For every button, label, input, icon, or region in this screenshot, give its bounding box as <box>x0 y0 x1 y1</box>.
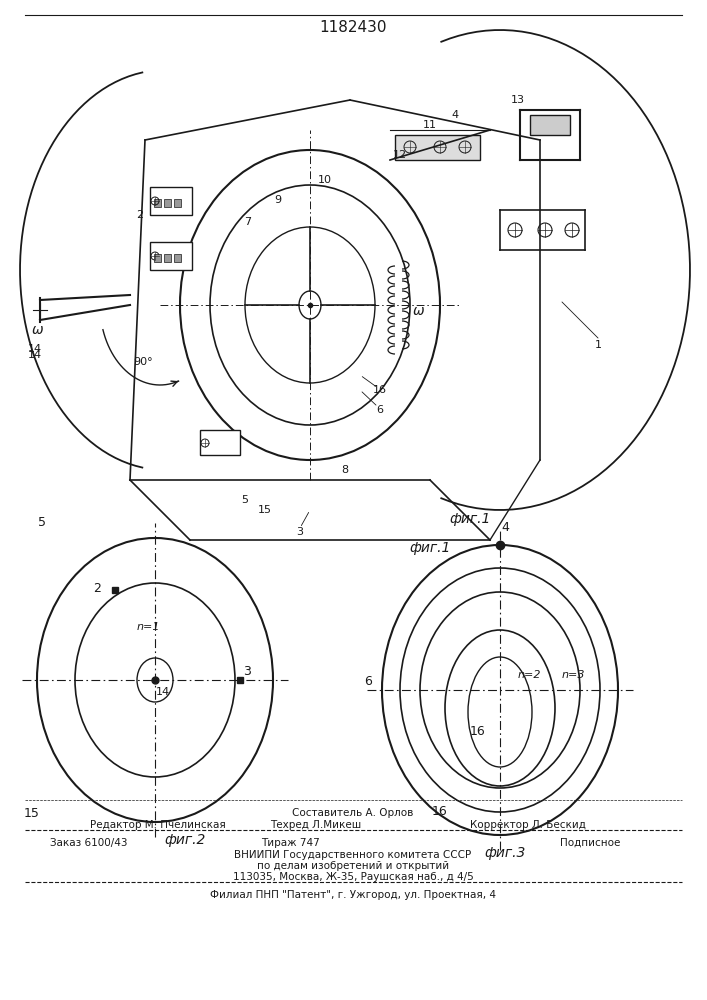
Ellipse shape <box>299 291 321 319</box>
Text: n=2: n=2 <box>518 670 542 680</box>
Bar <box>174 199 181 207</box>
Text: 3: 3 <box>243 665 251 678</box>
Text: 14: 14 <box>28 344 42 354</box>
Text: 16: 16 <box>470 725 486 738</box>
Text: 16: 16 <box>432 805 448 818</box>
Text: 14: 14 <box>156 687 170 697</box>
Text: фиг.2: фиг.2 <box>164 833 206 847</box>
Text: 2: 2 <box>136 210 144 220</box>
Text: 6: 6 <box>364 675 372 688</box>
Text: n=3: n=3 <box>562 670 585 680</box>
Bar <box>150 242 192 270</box>
Text: 11: 11 <box>423 120 437 130</box>
Text: 7: 7 <box>245 217 252 227</box>
Text: ВНИИПИ Государственного комитета СССР: ВНИИПИ Государственного комитета СССР <box>235 850 472 860</box>
Text: 3: 3 <box>296 527 303 537</box>
Text: 90°: 90° <box>133 357 153 367</box>
Bar <box>164 199 171 207</box>
Text: 1: 1 <box>595 340 602 350</box>
Text: 113035, Москва, Ж-35, Раушская наб., д 4/5: 113035, Москва, Ж-35, Раушская наб., д 4… <box>233 872 474 882</box>
Text: Тираж 747: Тираж 747 <box>261 838 320 848</box>
Text: 2: 2 <box>93 582 101 595</box>
Bar <box>150 187 192 215</box>
Text: фиг.3: фиг.3 <box>484 846 526 860</box>
Text: 10: 10 <box>318 175 332 185</box>
Bar <box>154 199 161 207</box>
Text: ω: ω <box>33 323 44 337</box>
Text: 8: 8 <box>341 465 349 475</box>
Text: n=1: n=1 <box>137 622 160 632</box>
Bar <box>200 430 240 455</box>
Text: Редактор М. Пчелинская: Редактор М. Пчелинская <box>90 820 226 830</box>
Text: 4: 4 <box>501 521 509 534</box>
Text: 5: 5 <box>242 495 248 505</box>
Text: 16: 16 <box>373 385 387 395</box>
Text: фиг.1: фиг.1 <box>450 512 491 526</box>
Text: 13: 13 <box>511 95 525 105</box>
Text: 15: 15 <box>258 505 272 515</box>
Text: 5: 5 <box>38 516 46 529</box>
Bar <box>164 254 171 262</box>
Text: 12: 12 <box>393 150 407 160</box>
Text: 9: 9 <box>274 195 281 205</box>
Text: Заказ 6100/43: Заказ 6100/43 <box>50 838 127 848</box>
Bar <box>154 254 161 262</box>
Text: 1182430: 1182430 <box>320 19 387 34</box>
Text: 6: 6 <box>377 405 383 415</box>
Text: Техред Л.Микеш: Техред Л.Микеш <box>270 820 361 830</box>
Text: Филиал ПНП "Патент", г. Ужгород, ул. Проектная, 4: Филиал ПНП "Патент", г. Ужгород, ул. Про… <box>210 890 496 900</box>
Text: по делам изобретений и открытий: по делам изобретений и открытий <box>257 861 449 871</box>
Text: фиг.1: фиг.1 <box>409 541 450 555</box>
Bar <box>174 254 181 262</box>
Text: ω: ω <box>413 304 425 318</box>
Bar <box>395 135 480 160</box>
Text: 4: 4 <box>452 110 459 120</box>
Text: 14: 14 <box>28 350 42 360</box>
Text: 15: 15 <box>24 807 40 820</box>
Text: Корректор Л. Бескид: Корректор Л. Бескид <box>470 820 586 830</box>
Text: Подписное: Подписное <box>560 838 620 848</box>
Text: Составитель А. Орлов: Составитель А. Орлов <box>292 808 414 818</box>
Ellipse shape <box>137 658 173 702</box>
Bar <box>530 115 570 135</box>
